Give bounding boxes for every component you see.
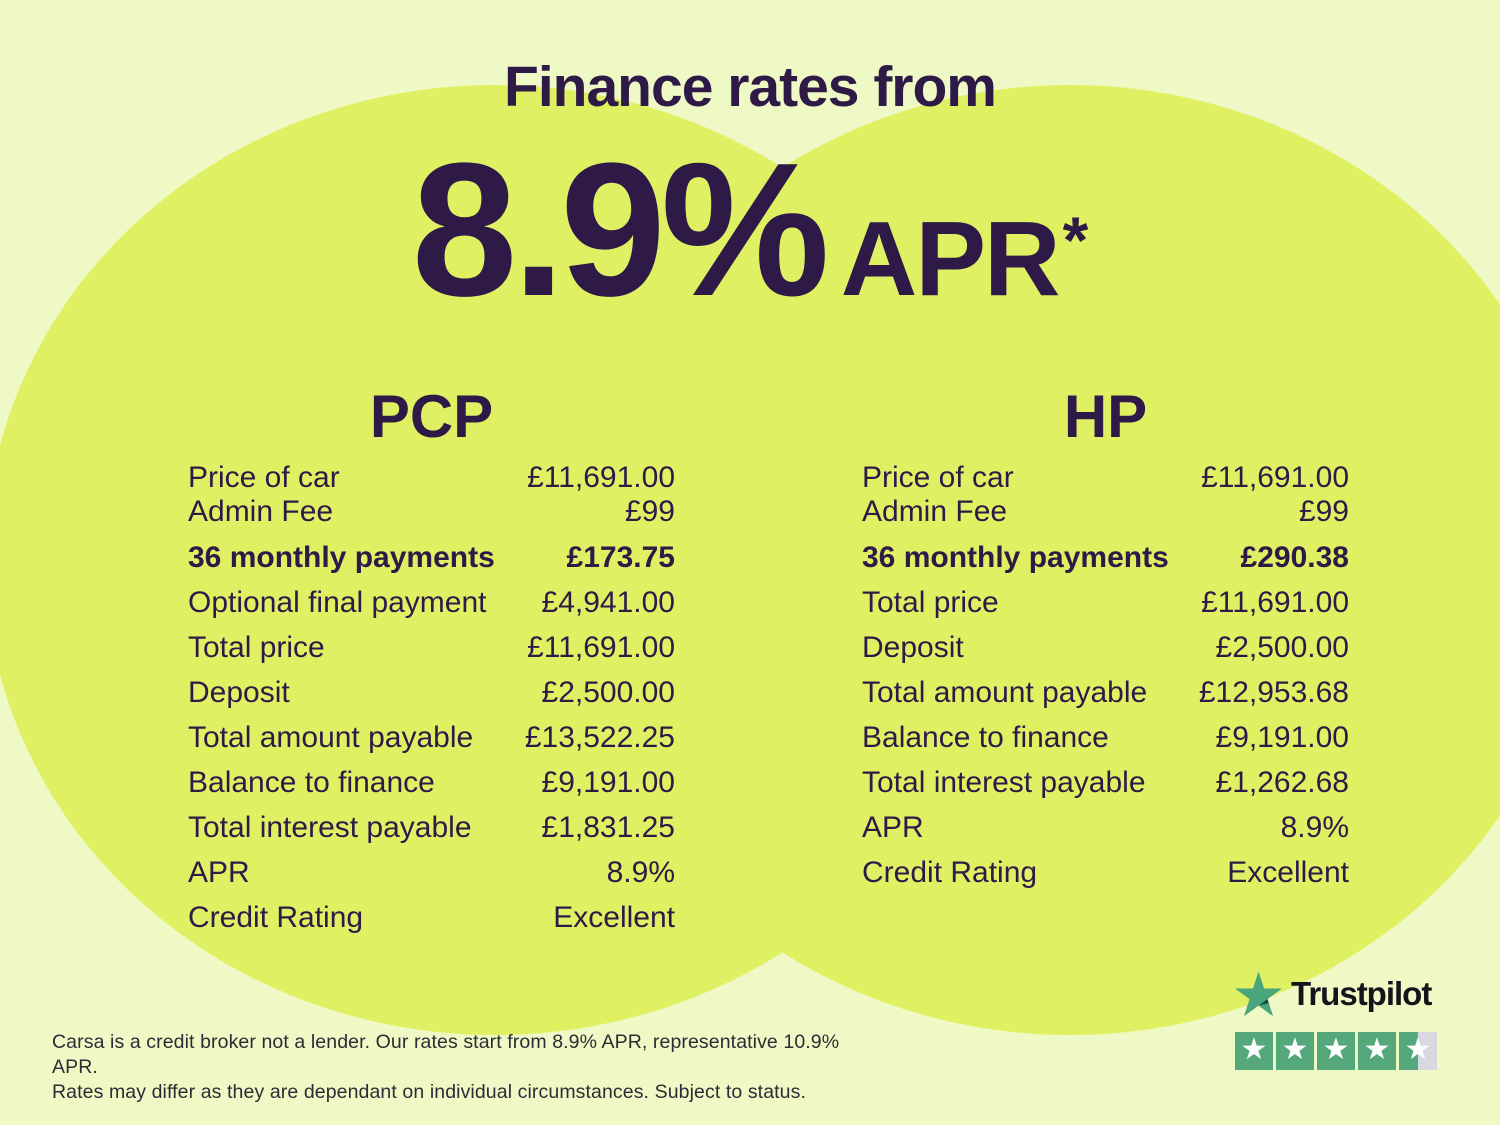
row-value: £1,831.25 [541,811,675,844]
star-box-icon: ★ [1235,1032,1273,1070]
pcp-heading: PCP [369,383,494,450]
trustpilot-wordmark: Trustpilot [1291,975,1432,1012]
row-value: £2,500.00 [1215,631,1349,664]
table-row: Balance to finance £9,191.00 [862,721,1349,755]
star-icon: ★ [1363,1032,1391,1067]
row-label: 36 monthly payments [862,541,1169,574]
row-value: £290.38 [1240,541,1349,574]
row-label: Credit Rating [188,901,364,934]
row-value: Excellent [1227,856,1349,889]
star-box-icon: ★ [1358,1032,1396,1070]
row-value: £11,691.00 [1201,586,1349,619]
row-value: £11,691.00 [1201,461,1349,494]
table-row: Balance to finance £9,191.00 [188,766,675,800]
row-value: £9,191.00 [1215,721,1349,754]
table-row: Total price £11,691.00 [188,631,675,665]
row-value: £4,941.00 [541,586,675,619]
row-label: Deposit [862,631,964,664]
trustpilot-star-icon [1235,971,1282,1017]
row-value: £12,953.68 [1198,676,1349,709]
row-label: Admin Fee [862,495,1008,528]
table-row: APR 8.9% [188,856,675,890]
row-label: Admin Fee [188,495,334,528]
disclaimer-line-2: Rates may differ as they are dependant o… [52,1081,806,1103]
legal-disclaimer: Carsa is a credit broker not a lender. O… [52,1030,872,1105]
headline-rate: 8.9% APR* [0,121,1500,339]
hp-column: HP Price of car £11,691.00 Admin Fee £99… [862,383,1349,890]
table-row: Total interest payable £1,262.68 [862,766,1349,800]
row-label: Total price [862,586,999,619]
row-label: Price of car [862,461,1014,494]
star-box-icon: ★ [1317,1032,1355,1070]
pcp-column: PCP Price of car £11,691.00 Admin Fee £9… [188,383,675,935]
star-icon: ★ [1322,1032,1350,1067]
table-row: Price of car £11,691.00 [188,461,675,495]
trustpilot-widget: Trustpilot ★ ★ ★ ★ ★ [1235,971,1437,1070]
table-row: Deposit £2,500.00 [862,631,1349,665]
right-circle-background [560,85,1500,1035]
row-label: APR [188,856,250,889]
table-row: Deposit £2,500.00 [188,676,675,710]
star-icon: ★ [1240,1032,1268,1067]
row-value: £99 [624,495,675,528]
row-label: Total amount payable [188,721,474,754]
table-row: Total price £11,691.00 [862,586,1349,620]
table-row: APR 8.9% [862,811,1349,845]
row-label: Balance to finance [188,766,435,799]
hp-heading: HP [1063,383,1148,450]
table-row: Optional final payment £4,941.00 [188,586,675,620]
row-label: Optional final payment [188,586,487,619]
row-value: £13,522.25 [524,721,675,754]
row-label: Total interest payable [862,766,1146,799]
table-row: Total interest payable £1,831.25 [188,811,675,845]
trustpilot-logo: Trustpilot [1235,971,1437,1017]
disclaimer-line-1: Carsa is a credit broker not a lender. O… [52,1031,840,1078]
star-icon: ★ [1404,1032,1432,1067]
table-row: Total amount payable £13,522.25 [188,721,675,755]
pcp-table: Price of car £11,691.00 Admin Fee £99 36… [188,461,675,935]
row-label: 36 monthly payments [188,541,495,574]
row-label: Total amount payable [862,676,1148,709]
page-title: Finance rates from [504,55,997,119]
table-row: Credit Rating Excellent [862,856,1349,890]
star-icon: ★ [1281,1032,1309,1067]
table-row: Total amount payable £12,953.68 [862,676,1349,710]
table-row: Admin Fee £99 [862,495,1349,529]
row-value: £9,191.00 [541,766,675,799]
rate-value: 8.9% [411,124,830,336]
rate-asterisk: * [1062,203,1089,277]
table-row-emphasis: 36 monthly payments £290.38 [862,541,1349,575]
row-label: Credit Rating [862,856,1038,889]
row-value: £11,691.00 [527,461,675,494]
row-value: £11,691.00 [527,631,675,664]
star-box-icon: ★ [1276,1032,1314,1070]
table-row: Admin Fee £99 [188,495,675,529]
row-value: £99 [1298,495,1349,528]
row-label: APR [862,811,924,844]
row-label: Total price [188,631,325,664]
row-value: £1,262.68 [1215,766,1349,799]
table-row: Credit Rating Excellent [188,901,675,935]
row-label: Deposit [188,676,290,709]
row-value: 8.9% [606,856,675,889]
row-label: Total interest payable [188,811,472,844]
hp-table: Price of car £11,691.00 Admin Fee £99 36… [862,461,1349,890]
half-star-box-icon: ★ [1399,1032,1437,1070]
row-label: Balance to finance [862,721,1109,754]
row-value: £2,500.00 [541,676,675,709]
row-value: £173.75 [566,541,675,574]
rate-suffix: APR [840,200,1061,318]
row-value: 8.9% [1280,811,1349,844]
row-value: Excellent [553,901,675,934]
row-label: Price of car [188,461,340,494]
table-row-emphasis: 36 monthly payments £173.75 [188,541,675,575]
trustpilot-rating-4-5-stars: ★ ★ ★ ★ ★ [1235,1032,1437,1070]
table-row: Price of car £11,691.00 [862,461,1349,495]
